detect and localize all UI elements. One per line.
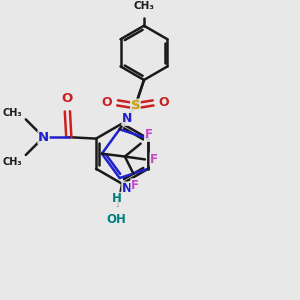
Text: CH₃: CH₃ xyxy=(3,157,22,167)
Text: S: S xyxy=(130,99,140,112)
Text: N: N xyxy=(122,182,132,195)
Text: CH₃: CH₃ xyxy=(134,2,154,11)
Text: O: O xyxy=(158,96,169,110)
Text: N: N xyxy=(122,112,132,125)
Text: H: H xyxy=(112,192,122,206)
Text: F: F xyxy=(150,153,158,166)
Text: F: F xyxy=(145,128,153,141)
Text: O: O xyxy=(102,96,112,110)
Text: OH: OH xyxy=(106,213,126,226)
Text: CH₃: CH₃ xyxy=(3,108,22,118)
Text: O: O xyxy=(62,92,73,105)
Text: F: F xyxy=(131,179,139,192)
Text: N: N xyxy=(38,131,49,144)
